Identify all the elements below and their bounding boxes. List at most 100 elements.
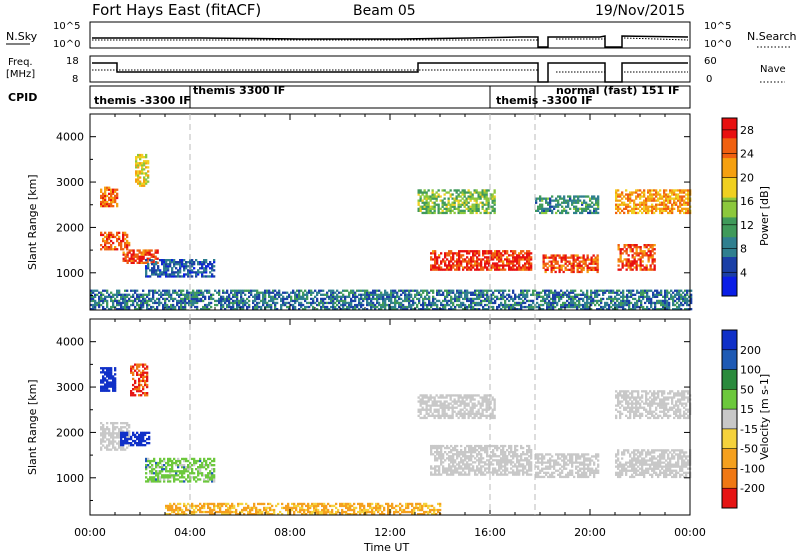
echo-cell	[589, 197, 592, 200]
echo-cell	[203, 466, 206, 469]
echo-cell	[135, 162, 138, 165]
echo-cell	[581, 195, 584, 198]
echo-cell	[145, 472, 148, 475]
echo-cell	[441, 189, 444, 192]
echo-cell	[116, 291, 119, 294]
echo-cell	[493, 201, 496, 204]
echo-cell	[272, 295, 275, 298]
echo-cell	[504, 299, 507, 303]
echo-cell	[449, 193, 452, 196]
echo-cell	[439, 404, 442, 407]
echo-cell	[487, 400, 490, 403]
echo-cell	[254, 308, 257, 311]
echo-cell	[526, 260, 529, 263]
echo-cell	[163, 457, 166, 461]
echo-cell	[202, 291, 205, 294]
echo-cell	[170, 305, 173, 309]
echo-cell	[463, 404, 466, 407]
echo-cell	[110, 248, 113, 251]
echo-cell	[262, 295, 265, 298]
echo-cell	[417, 396, 420, 399]
echo-cell	[643, 246, 646, 249]
echo-cell	[570, 301, 573, 305]
echo-cell	[169, 459, 172, 463]
echo-cell	[246, 301, 249, 305]
echo-cell	[645, 201, 648, 204]
echo-cell	[425, 402, 428, 405]
echo-cell	[176, 299, 179, 303]
echo-cell	[192, 297, 195, 301]
echo-cell	[541, 205, 544, 208]
echo-cell	[465, 203, 468, 206]
echo-cell	[193, 263, 196, 266]
echo-cell	[627, 195, 630, 198]
echo-cell	[208, 301, 211, 305]
echo-cell	[100, 389, 103, 392]
echo-cell	[278, 289, 281, 292]
echo-cell	[147, 478, 150, 481]
echo-cell	[138, 381, 141, 385]
echo-cell	[112, 379, 115, 382]
echo-cell	[537, 197, 540, 200]
echo-cell	[641, 211, 644, 215]
echo-cell	[460, 291, 463, 294]
echo-cell	[594, 293, 597, 296]
echo-cell	[512, 252, 515, 255]
echo-cell	[165, 265, 168, 268]
echo-cell	[157, 466, 160, 469]
echo-cell	[478, 258, 481, 261]
echo-cell	[582, 266, 585, 269]
echo-cell	[493, 199, 496, 202]
echo-cell	[516, 308, 519, 311]
echo-cell	[450, 295, 453, 298]
echo-cell	[664, 297, 667, 301]
echo-cell	[574, 264, 577, 267]
echo-cell	[470, 297, 473, 301]
echo-cell	[388, 297, 391, 301]
echo-cell	[394, 299, 397, 303]
echo-cell	[557, 209, 560, 212]
echo-cell	[340, 299, 343, 303]
echo-cell	[330, 289, 333, 292]
echo-cell	[683, 199, 686, 202]
echo-cell	[209, 461, 212, 465]
echo-cell	[122, 439, 125, 443]
echo-cell	[488, 289, 491, 292]
echo-cell	[159, 476, 162, 479]
echo-cell	[171, 464, 174, 467]
echo-cell	[130, 299, 133, 303]
echo-cell	[458, 289, 461, 292]
echo-cell	[586, 297, 589, 301]
echo-cell	[621, 209, 624, 212]
echo-cell	[218, 293, 221, 296]
echo-cell	[575, 199, 578, 202]
echo-cell	[647, 195, 650, 198]
echo-cell	[684, 297, 687, 301]
echo-cell	[179, 265, 182, 268]
echo-cell	[498, 297, 501, 301]
echo-cell	[104, 308, 107, 311]
echo-cell	[232, 305, 235, 309]
echo-cell	[270, 308, 273, 311]
echo-cell	[490, 268, 493, 271]
echo-cell	[673, 207, 676, 210]
echo-cell	[580, 303, 583, 307]
echo-cell	[185, 470, 188, 473]
echo-cell	[144, 431, 147, 434]
echo-cell	[480, 266, 483, 269]
echo-cell	[332, 295, 335, 298]
echo-cell	[474, 268, 477, 271]
echo-cell	[102, 375, 105, 378]
echo-cell	[682, 291, 685, 294]
echo-cell	[549, 203, 552, 206]
echo-cell	[450, 260, 453, 263]
echo-cell	[186, 301, 189, 305]
echo-cell	[667, 205, 670, 208]
echo-cell	[576, 266, 579, 269]
echo-cell	[208, 303, 211, 307]
echo-cell	[191, 271, 194, 274]
echo-cell	[458, 305, 461, 309]
echo-cell	[546, 295, 549, 298]
echo-cell	[120, 297, 123, 301]
echo-cell	[254, 295, 257, 298]
